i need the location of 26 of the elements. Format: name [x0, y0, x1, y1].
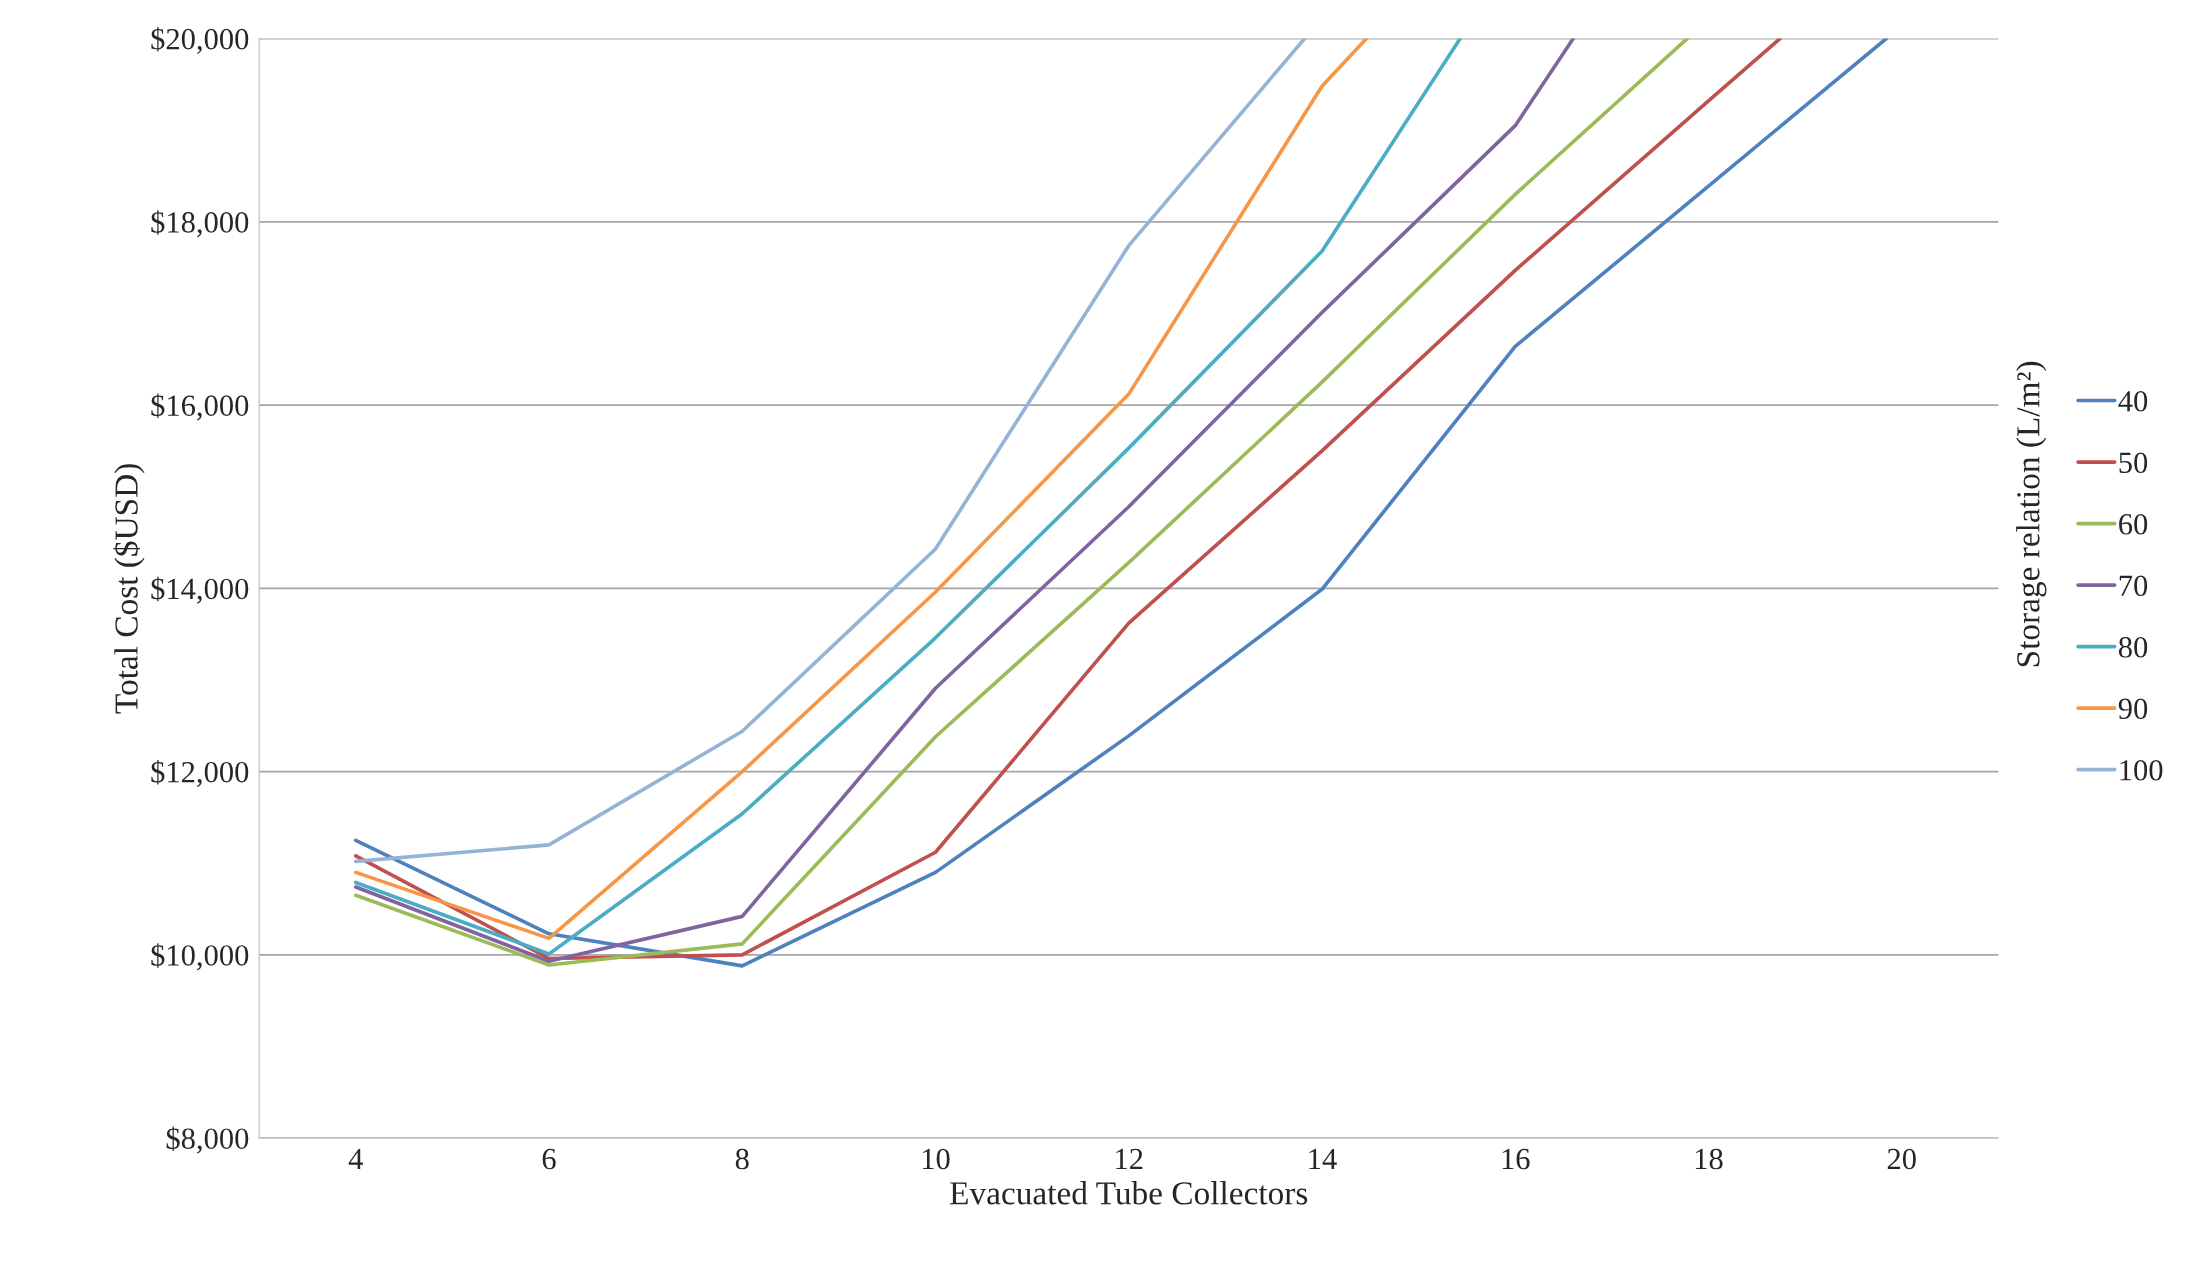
y-tick-label: $8,000: [166, 1126, 249, 1154]
y-tick-label: $10,000: [151, 943, 249, 971]
legend-label: 50: [2119, 452, 2148, 474]
x-tick-label: 16: [1502, 1148, 1530, 1170]
y-tick-label: $16,000: [151, 393, 249, 421]
legend-label: 40: [2118, 390, 2148, 412]
y-tick-label: $18,000: [151, 210, 249, 238]
legend-label: 70: [2119, 575, 2148, 597]
x-axis-title: Evacuated Tube Collectors: [950, 1181, 1308, 1205]
legend-label: 90: [2118, 698, 2148, 720]
x-tick-label: 14: [1309, 1148, 1337, 1170]
x-tick-label: 8: [735, 1148, 749, 1170]
x-tick-label: 6: [542, 1148, 556, 1170]
x-tick-label: 4: [348, 1148, 363, 1170]
y-tick-label: $14,000: [151, 576, 249, 604]
legend-label: 60: [2119, 513, 2148, 535]
legend-title: Storage relation (L/m²): [2016, 361, 2047, 667]
x-tick-label: 18: [1695, 1148, 1723, 1170]
legend-label: 100: [2120, 759, 2163, 781]
x-tick-label: 12: [1116, 1148, 1143, 1170]
y-tick-label: $12,000: [151, 760, 249, 787]
legend-label: 80: [2118, 636, 2148, 658]
x-tick-label: 20: [1887, 1148, 1916, 1170]
y-tick-label: $20,000: [151, 27, 249, 54]
x-tick-label: 10: [922, 1148, 950, 1170]
y-axis-title: Total Cost ($USD): [113, 464, 145, 714]
